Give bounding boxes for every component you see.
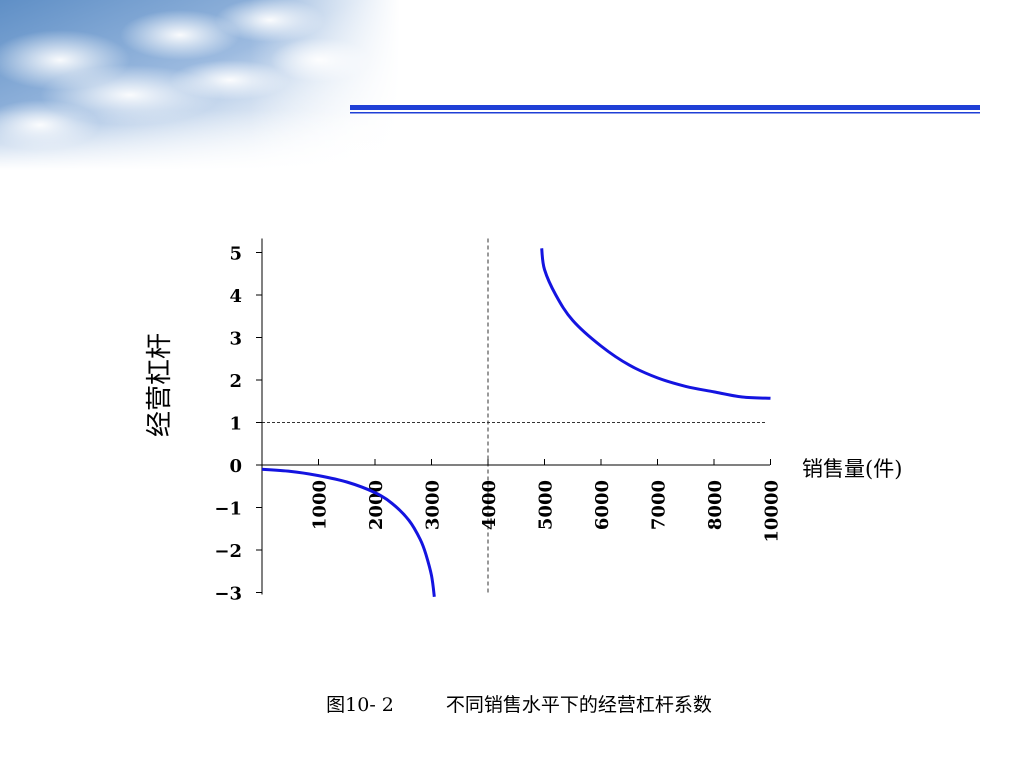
header-rule (350, 105, 980, 114)
y-tick-label: −2 (214, 541, 242, 562)
figure-number: 图10- 2 (326, 694, 394, 716)
sky-banner-image (0, 0, 400, 170)
x-tick-label: 4000 (479, 480, 500, 530)
y-tick-label: 5 (229, 244, 242, 265)
x-tick-label: 1000 (310, 480, 331, 530)
y-axis-title: 经营杠杆 (145, 333, 175, 437)
y-axis-ticks: 5 4 3 2 1 0 −1 −2 −3 (214, 244, 262, 605)
x-axis-title: 销售量(件) (802, 457, 902, 481)
y-tick-label: 4 (229, 286, 242, 307)
chart-axes (261, 238, 770, 595)
dol-curve-below-breakeven (261, 467, 436, 597)
y-tick-label: 2 (229, 371, 242, 392)
reference-lines (262, 238, 765, 593)
x-tick-label: 5000 (536, 480, 557, 530)
x-tick-label: 8000 (705, 480, 726, 530)
data-series (261, 248, 771, 597)
x-axis-ticks: 1000 2000 3000 4000 5000 6000 7000 8000 10000 (310, 459, 783, 543)
y-tick-label: 0 (229, 456, 242, 477)
y-tick-label: −1 (214, 499, 242, 520)
y-tick-label: 3 (229, 329, 242, 350)
y-tick-label: 1 (229, 414, 242, 435)
x-tick-label: 2000 (366, 480, 387, 530)
x-tick-label: 3000 (423, 480, 444, 530)
operating-leverage-chart: 5 4 3 2 1 0 −1 −2 −3 1000 2000 3000 4000 5000 6000 700… (145, 238, 902, 605)
figure-caption: 图10- 2 不同销售水平下的经营杠杆系数 (302, 668, 712, 739)
y-tick-label: −3 (214, 584, 242, 605)
x-tick-label: 6000 (592, 480, 613, 530)
figure-caption-text: 不同销售水平下的经营杠杆系数 (445, 694, 712, 716)
x-tick-label: 10000 (762, 480, 783, 543)
dol-curve-above-breakeven (540, 248, 771, 400)
x-tick-label: 7000 (649, 480, 670, 530)
